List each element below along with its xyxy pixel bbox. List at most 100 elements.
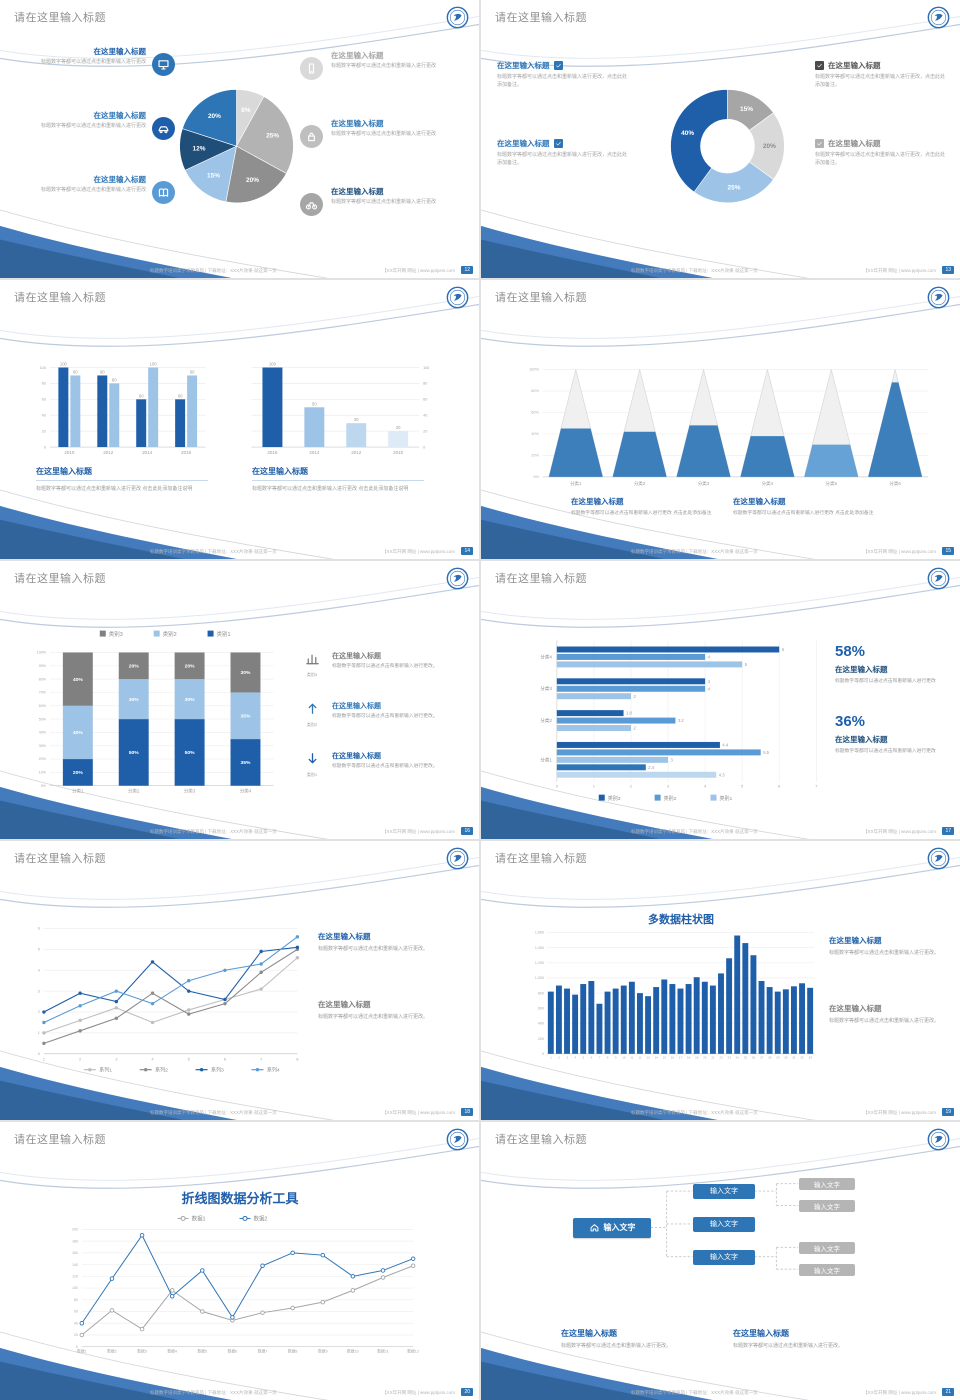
slide-thumbnail[interactable]: 请在这里输入标题 8% 25% 20% 15% 12% 20% 在这里输入标题 标题数字等都可… (0, 0, 479, 279)
book-icon (158, 188, 169, 197)
slide-thumbnail[interactable]: 请在这里输入标题 类别3 类别2 类别1 0% 10% 20% 30% 40% 50% 60% 70… (0, 560, 479, 840)
bar (556, 771, 717, 778)
stat-title: 在这里输入标题 (835, 734, 888, 744)
infographic-item: 在这里输入标题 标题数字等都可以通过点击和重新输入进行更改 (18, 174, 146, 195)
item-title: 在这里输入标题 (93, 47, 147, 56)
chart-label: 0 (38, 1052, 40, 1056)
item-title: 在这里输入标题 (331, 51, 384, 60)
bar (669, 984, 676, 1054)
cone-fill (548, 428, 603, 478)
chart-label: 25% (728, 184, 741, 191)
data-point (42, 1010, 46, 1014)
school-logo-icon (927, 1128, 950, 1150)
slide-thumbnail[interactable]: 请在这里输入标题 输入文字 输入文字 输入文字 输入文字 输入文字 输入文字 输入文字 输入文… (481, 1121, 960, 1400)
chart-label: 20% (73, 770, 84, 776)
chart-label: 4.4 (722, 742, 728, 747)
data-point (230, 1314, 235, 1320)
chart-label: 2 (558, 1056, 560, 1060)
bar (653, 987, 660, 1054)
chart-label: 60 (42, 398, 46, 402)
slide-footer: 标题数字培训类学术教育风 | 下载地址：XXX片效果·就这第一页 【XX年开网 … (0, 265, 479, 276)
slide-content: 0 20 40 60 80 100 2010 100 90 2012 90 80 2014 60 100 20… (0, 280, 479, 558)
page-number-badge: 14 (461, 546, 473, 555)
bar (612, 988, 619, 1054)
bar (556, 661, 743, 668)
chart-label: 2 (38, 1010, 40, 1014)
chart-label: 分类4 (762, 480, 774, 487)
diagram-node: 输入文字 (693, 1216, 755, 1232)
side-item-icon: 类别2 (300, 701, 324, 728)
infographic-item: 在这里输入标题 标题数字等都可以通过点击和重新输入进行更改 (331, 118, 459, 139)
item-title-row: 在这里输入标题 (815, 138, 947, 149)
chart-label: 2014 (142, 450, 152, 455)
item-title: 在这里输入标题 (828, 139, 881, 148)
chart-label: 180 (72, 1239, 78, 1243)
slide-title: 请在这里输入标题 (14, 292, 106, 305)
diagram-leaf-node: 输入文字 (799, 1263, 855, 1276)
chart-label: 20% (246, 177, 259, 184)
item-text: 标题数字等都可以通过点击和重新输入进行更改，点击此处添加备注。 (815, 152, 946, 166)
chart-label: 100 (269, 362, 277, 367)
chart-label: 0% (533, 475, 539, 479)
chart-label: 20 (396, 426, 401, 431)
chart-label: 7 (260, 1057, 262, 1062)
data-point (320, 1252, 326, 1258)
stat-block: 58% 在这里输入标题 标题数字等都可以通过点击和重新输入进行更改 (835, 643, 949, 685)
slide-thumbnail[interactable]: 请在这里输入标题 折线图数据分析工具 数据1 数据2 0 20 40 60 80 100 120 1… (0, 1121, 479, 1400)
data-point (139, 1326, 145, 1331)
chart-label: 分类4 (540, 653, 552, 660)
chart-label: 2010 (393, 450, 403, 455)
side-item: 在这里输入标题 标题数字等都可以通过点击和重新输入进行更改。 (318, 931, 464, 953)
chart-label: 数据3 (137, 1348, 147, 1353)
chart-label: 系列1 (99, 1067, 112, 1074)
chart-label: 数据6 (228, 1348, 238, 1353)
data-point (223, 1002, 227, 1006)
bar (726, 958, 733, 1054)
bar (547, 991, 554, 1054)
section-text: 标题数字等都可以通过点击和重新输入进行更改。 (733, 1342, 844, 1349)
chart-label: 200 (538, 1037, 544, 1041)
data-point (259, 949, 263, 954)
bar (175, 399, 186, 448)
data-point (150, 991, 155, 996)
chart-label: 50 (312, 402, 317, 407)
bar (782, 989, 789, 1054)
chart-label: 10 (622, 1056, 626, 1060)
item-text: 标题数字等都可以通过点击和重新输入进行更改。 (829, 950, 940, 957)
chart-label: 分类3 (540, 685, 552, 692)
slide-thumbnail[interactable]: 请在这里输入标题 0% 20% 40% 60% 80% 100% 分类1 分类2 分类3 分类4 分… (481, 280, 960, 559)
slide-content: 8% 25% 20% 15% 12% 20% 在这里输入标题 标题数字等都可以通过点击和重新输… (0, 0, 479, 278)
bar (556, 741, 720, 748)
data-point (78, 991, 82, 996)
data-point (78, 1018, 82, 1023)
chart-label: 80 (423, 382, 427, 386)
chart-label: 40 (423, 414, 427, 418)
slide-thumbnail[interactable]: 请在这里输入标题 15% 20% 25% 40% 在这里输入标题 标题数字等都可以通过点击… (481, 0, 960, 279)
bar (556, 709, 624, 716)
bar (572, 994, 579, 1054)
chart-label: 4.3 (719, 772, 725, 777)
item-title: 在这里输入标题 (332, 652, 381, 660)
legend-swatch (710, 794, 717, 801)
home-icon (590, 1224, 598, 1232)
chart-label: 40% (531, 433, 539, 437)
section-text: 标题数字等都可以通过点击和重新输入进行更改 点击此处添加备注说明 (36, 486, 193, 493)
slide-thumbnail[interactable]: 请在这里输入标题 多数据柱状图 0 200 400 600 800 1,000 1,200 1,… (481, 841, 960, 1120)
item-icon-circle (152, 53, 175, 76)
chart-label: 5 (745, 662, 748, 667)
chart-label: 分类1 (540, 756, 552, 763)
footer-left-text: 标题数字培训类学术教育风 | 下载地址：XXX片效果·就这第一页 (150, 548, 277, 554)
section-title: 在这里输入标题 (36, 467, 92, 477)
chart-label: 6 (782, 647, 785, 652)
chart-label: 50% (185, 750, 196, 756)
section-text: 标题数字等都可以通过点击和重新输入进行更改 点击此处添加备注说明 (252, 486, 409, 493)
slide-thumbnail[interactable]: 请在这里输入标题 0 20 40 60 80 100 2010 100 90 2012 90 80 20… (0, 280, 479, 559)
chart-label: 2010 (64, 450, 74, 455)
slide-title: 请在这里输入标题 (495, 1133, 587, 1146)
chart-label: 31 (792, 1056, 796, 1060)
slide-thumbnail[interactable]: 请在这里输入标题 0 1 2 3 4 5 6 1 2 3 4 5 6 7 8 系列1 系列2 系列3 系列4 在这里输… (0, 841, 479, 1120)
footer-left-text: 标题数字培训类学术教育风 | 下载地址：XXX片效果·就这第一页 (150, 1109, 277, 1115)
chart-label: 15 (663, 1056, 667, 1060)
slide-thumbnail[interactable]: 请在这里输入标题 0 1 2 3 4 5 6 7 分类4 6 4 5 分类3 4 4 2 分类2 1.8 3.2 2 分… (481, 560, 960, 840)
item-icon-circle (300, 57, 323, 80)
